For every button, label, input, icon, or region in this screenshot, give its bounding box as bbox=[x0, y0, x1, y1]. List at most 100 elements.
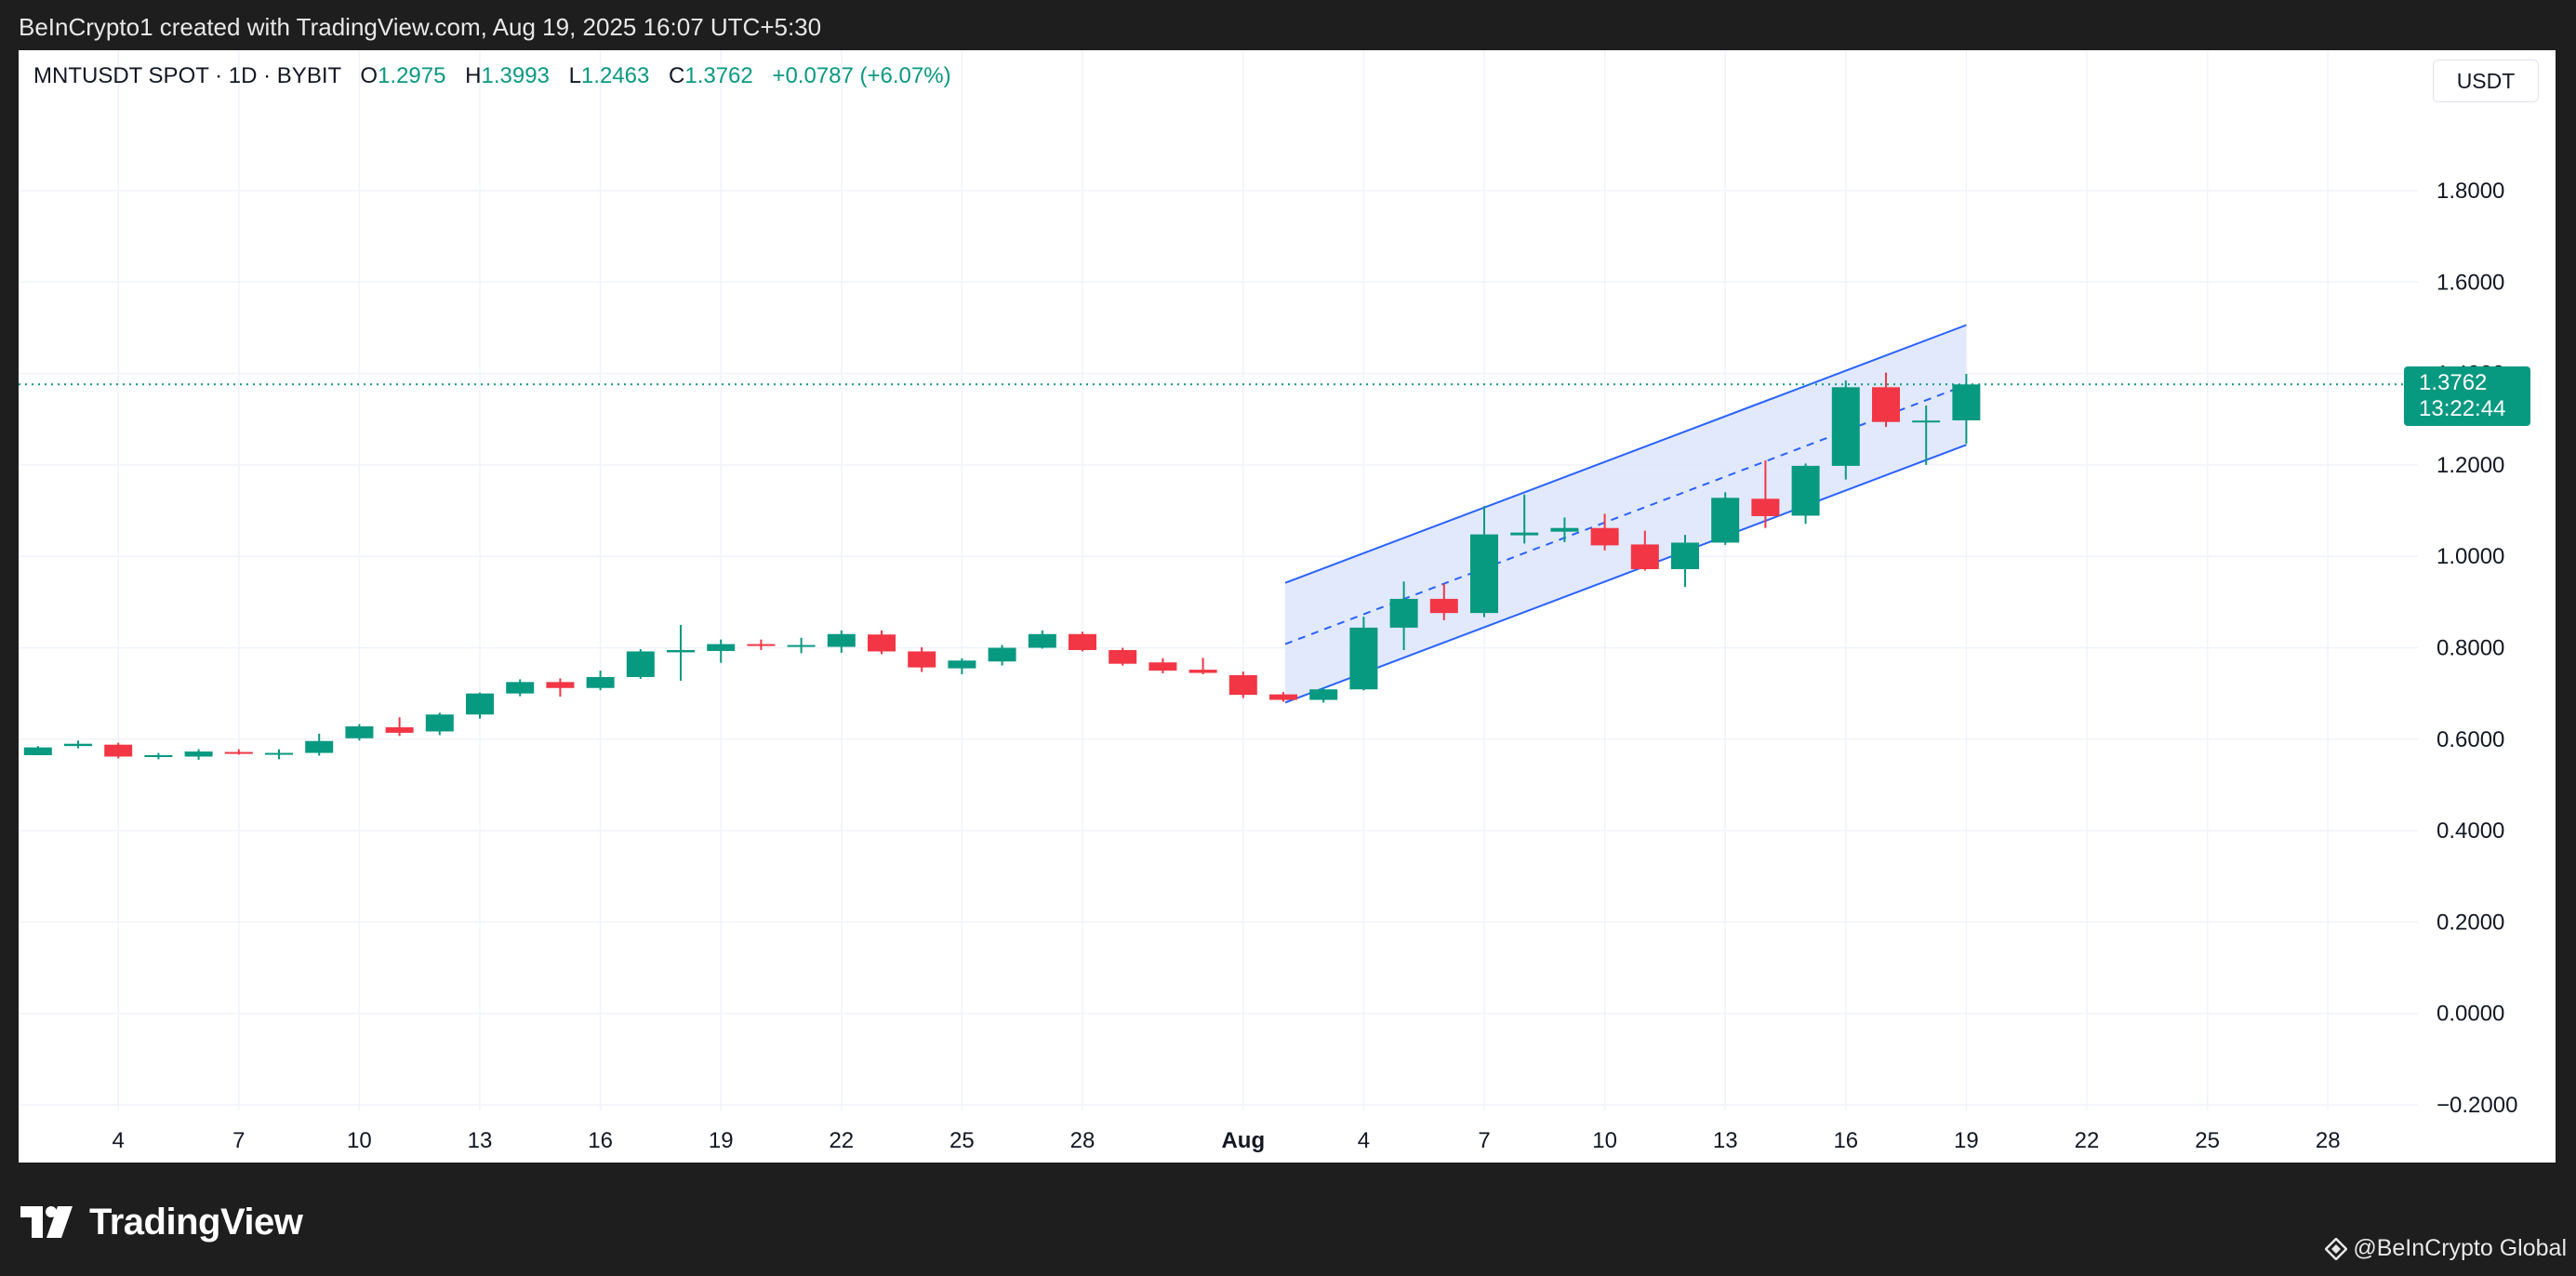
candle-body bbox=[506, 682, 535, 694]
candle bbox=[1872, 372, 1900, 428]
tradingview-logo-icon bbox=[20, 1206, 73, 1238]
candle bbox=[425, 712, 454, 736]
candle-body bbox=[707, 644, 736, 651]
price-axis[interactable]: 1.80001.60001.40001.20001.00000.80000.60… bbox=[2437, 179, 2517, 1118]
candle-body bbox=[1711, 498, 1740, 543]
candle bbox=[1389, 581, 1418, 650]
candle-body bbox=[747, 644, 776, 646]
candle-body bbox=[1069, 633, 1096, 650]
beincrypto-watermark: @BeInCrypto Global bbox=[2325, 1235, 2567, 1262]
symbol-name[interactable]: MNTUSDT SPOT · 1D · BYBIT bbox=[33, 63, 341, 88]
candle-body bbox=[1149, 662, 1177, 671]
candle-body bbox=[23, 747, 52, 756]
candle bbox=[626, 648, 655, 679]
candle bbox=[466, 692, 494, 719]
time-axis-label: 7 bbox=[232, 1128, 245, 1153]
time-axis-label: 16 bbox=[588, 1128, 613, 1153]
candle-body bbox=[1872, 387, 1900, 422]
candle bbox=[1912, 405, 1941, 465]
beincrypto-diamond-icon bbox=[2325, 1237, 2348, 1260]
candle bbox=[305, 733, 334, 756]
candle-body bbox=[1791, 465, 1820, 516]
candle-body bbox=[546, 682, 575, 688]
channel-median-line bbox=[1284, 383, 1967, 645]
chart-panel[interactable]: 1.80001.60001.40001.20001.00000.80000.60… bbox=[19, 50, 2556, 1163]
candle-body bbox=[1751, 498, 1780, 516]
grid bbox=[19, 50, 2418, 1110]
price-axis-label: 1.8000 bbox=[2437, 179, 2504, 204]
candle-body bbox=[184, 751, 213, 757]
candle bbox=[144, 752, 173, 760]
parallel-channel[interactable] bbox=[1284, 324, 1967, 704]
time-axis-label: 7 bbox=[1478, 1128, 1490, 1153]
candle bbox=[1429, 583, 1458, 621]
time-axis-label: 10 bbox=[347, 1128, 372, 1153]
candle bbox=[1149, 658, 1177, 674]
low-label: L bbox=[568, 63, 581, 88]
candle-body bbox=[466, 693, 494, 715]
time-axis-label: 22 bbox=[2075, 1128, 2100, 1153]
candle-body bbox=[224, 751, 253, 754]
channel-upper-line bbox=[1284, 324, 1967, 584]
candle bbox=[868, 630, 896, 655]
candle-body bbox=[1309, 689, 1338, 700]
time-axis[interactable]: 4 7 10 13 16 19 22 25 28 Aug 4 7 10 13 16 19 22 25 28 bbox=[113, 1128, 2341, 1153]
price-axis-label: −0.2000 bbox=[2437, 1093, 2517, 1118]
candle-body bbox=[1429, 598, 1458, 614]
time-axis-label: 25 bbox=[949, 1128, 975, 1153]
candle-body bbox=[626, 651, 655, 677]
candle-body bbox=[265, 752, 293, 755]
time-axis-label: 28 bbox=[2316, 1128, 2341, 1153]
candle bbox=[707, 639, 736, 663]
candle-body bbox=[1550, 527, 1579, 532]
candle-body bbox=[144, 755, 173, 758]
time-axis-label: 13 bbox=[1713, 1128, 1738, 1153]
low-value: 1.2463 bbox=[580, 63, 650, 88]
candle bbox=[265, 749, 293, 760]
price-axis-label: 1.0000 bbox=[2437, 544, 2504, 569]
time-axis-label: 10 bbox=[1592, 1128, 1617, 1153]
candle bbox=[1711, 492, 1740, 545]
candle-body bbox=[1510, 532, 1539, 536]
candle-body bbox=[1028, 633, 1056, 648]
candle bbox=[224, 749, 253, 755]
candle-body bbox=[345, 726, 374, 738]
tradingview-logo[interactable]: TradingView bbox=[20, 1202, 303, 1243]
candle-body bbox=[988, 647, 1016, 662]
candle bbox=[184, 749, 213, 760]
candle bbox=[345, 724, 374, 741]
price-axis-label: 1.2000 bbox=[2437, 453, 2504, 478]
symbol-legend: MNTUSDT SPOT · 1D · BYBIT O1.2975 H1.399… bbox=[33, 63, 951, 89]
time-axis-label: 4 bbox=[1358, 1128, 1370, 1153]
candle bbox=[1791, 463, 1820, 525]
candle-body bbox=[1952, 384, 1981, 420]
time-axis-label: 4 bbox=[113, 1128, 125, 1153]
time-axis-label: 25 bbox=[2195, 1128, 2220, 1153]
chart-canvas[interactable]: 1.80001.60001.40001.20001.00000.80000.60… bbox=[19, 50, 2556, 1163]
candle bbox=[667, 624, 695, 681]
candle bbox=[1309, 687, 1338, 703]
candle bbox=[506, 679, 535, 697]
change-value: +0.0787 (+6.07%) bbox=[772, 63, 951, 88]
open-value: 1.2975 bbox=[378, 63, 446, 88]
price-axis-label: 0.8000 bbox=[2437, 636, 2504, 661]
time-axis-label: 19 bbox=[709, 1128, 734, 1153]
candle bbox=[23, 746, 52, 756]
candle bbox=[1269, 692, 1297, 702]
candle bbox=[1751, 459, 1780, 528]
bar-countdown: 13:22:44 bbox=[2419, 396, 2506, 421]
price-axis-label: 1.6000 bbox=[2437, 270, 2504, 295]
currency-button[interactable]: USDT bbox=[2433, 60, 2539, 102]
candle-body bbox=[1228, 674, 1257, 696]
candle-body bbox=[305, 740, 334, 753]
open-label: O bbox=[360, 63, 378, 88]
last-price-tag: 1.3762 13:22:44 bbox=[2404, 366, 2530, 426]
candle bbox=[1470, 506, 1498, 618]
candle bbox=[1590, 513, 1619, 551]
price-axis-label: 0.2000 bbox=[2437, 910, 2504, 935]
candle bbox=[1188, 658, 1217, 675]
candle bbox=[827, 630, 856, 653]
time-axis-label: 28 bbox=[1070, 1128, 1095, 1153]
price-axis-label: 0.4000 bbox=[2437, 818, 2504, 844]
candle-body bbox=[948, 660, 976, 669]
